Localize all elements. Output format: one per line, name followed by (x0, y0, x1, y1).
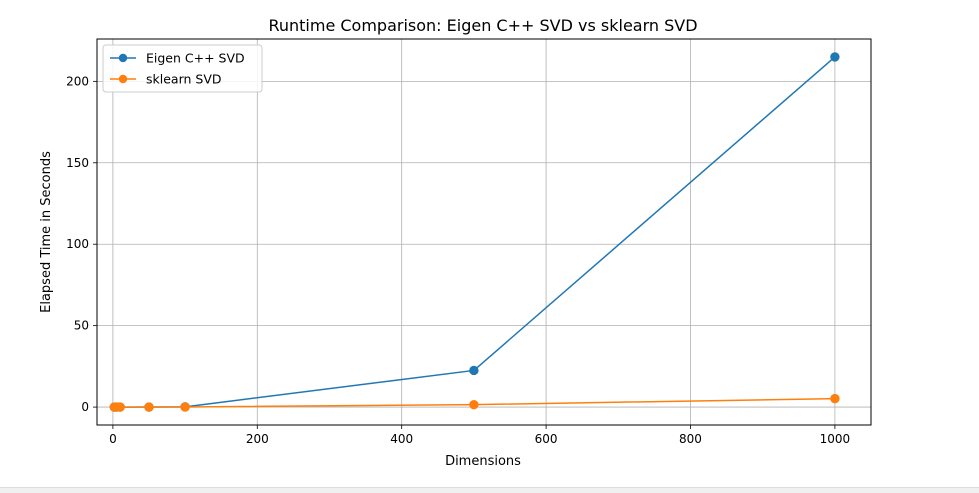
legend: Eigen C++ SVD sklearn SVD (102, 44, 263, 93)
x-tick-label: 200 (246, 432, 269, 446)
legend-label-2: sklearn SVD (146, 72, 222, 87)
series-2-point (144, 402, 154, 412)
x-tick-label: 0 (109, 432, 117, 446)
y-tick-label: 0 (81, 400, 89, 414)
x-axis-label: Dimensions (445, 454, 521, 469)
x-tick-label: 600 (535, 432, 558, 446)
y-tick-label: 100 (66, 237, 89, 251)
y-axis-label: Elapsed Time in Seconds (39, 151, 54, 313)
y-tick-label: 50 (74, 319, 89, 333)
series-2-point (469, 399, 479, 410)
series-2-point (180, 402, 190, 412)
series-2-point (830, 393, 840, 404)
legend-marker-2 (118, 74, 128, 84)
x-tick-label: 400 (390, 432, 413, 446)
plot-frame (96, 38, 872, 426)
y-tick-label: 200 (66, 74, 89, 88)
legend-marker-1 (118, 53, 128, 63)
x-tick-label: 800 (679, 432, 702, 446)
chart-title: Runtime Comparison: Eigen C++ SVD vs skl… (268, 16, 697, 35)
series-1-point (830, 52, 840, 62)
series-layer (109, 52, 840, 412)
series-1-point (469, 365, 479, 376)
x-tick-label: 1000 (820, 432, 851, 446)
axis-ticks: 0 200 400 600 800 1000 0 50 100 150 200 (66, 74, 850, 446)
window-bottom-edge (0, 487, 979, 493)
y-tick-label: 150 (66, 156, 89, 170)
legend-box (102, 44, 263, 93)
series-2-point (115, 402, 125, 412)
legend-label-1: Eigen C++ SVD (146, 51, 245, 66)
series-line-1 (114, 56, 836, 408)
grid-lines (97, 39, 871, 425)
